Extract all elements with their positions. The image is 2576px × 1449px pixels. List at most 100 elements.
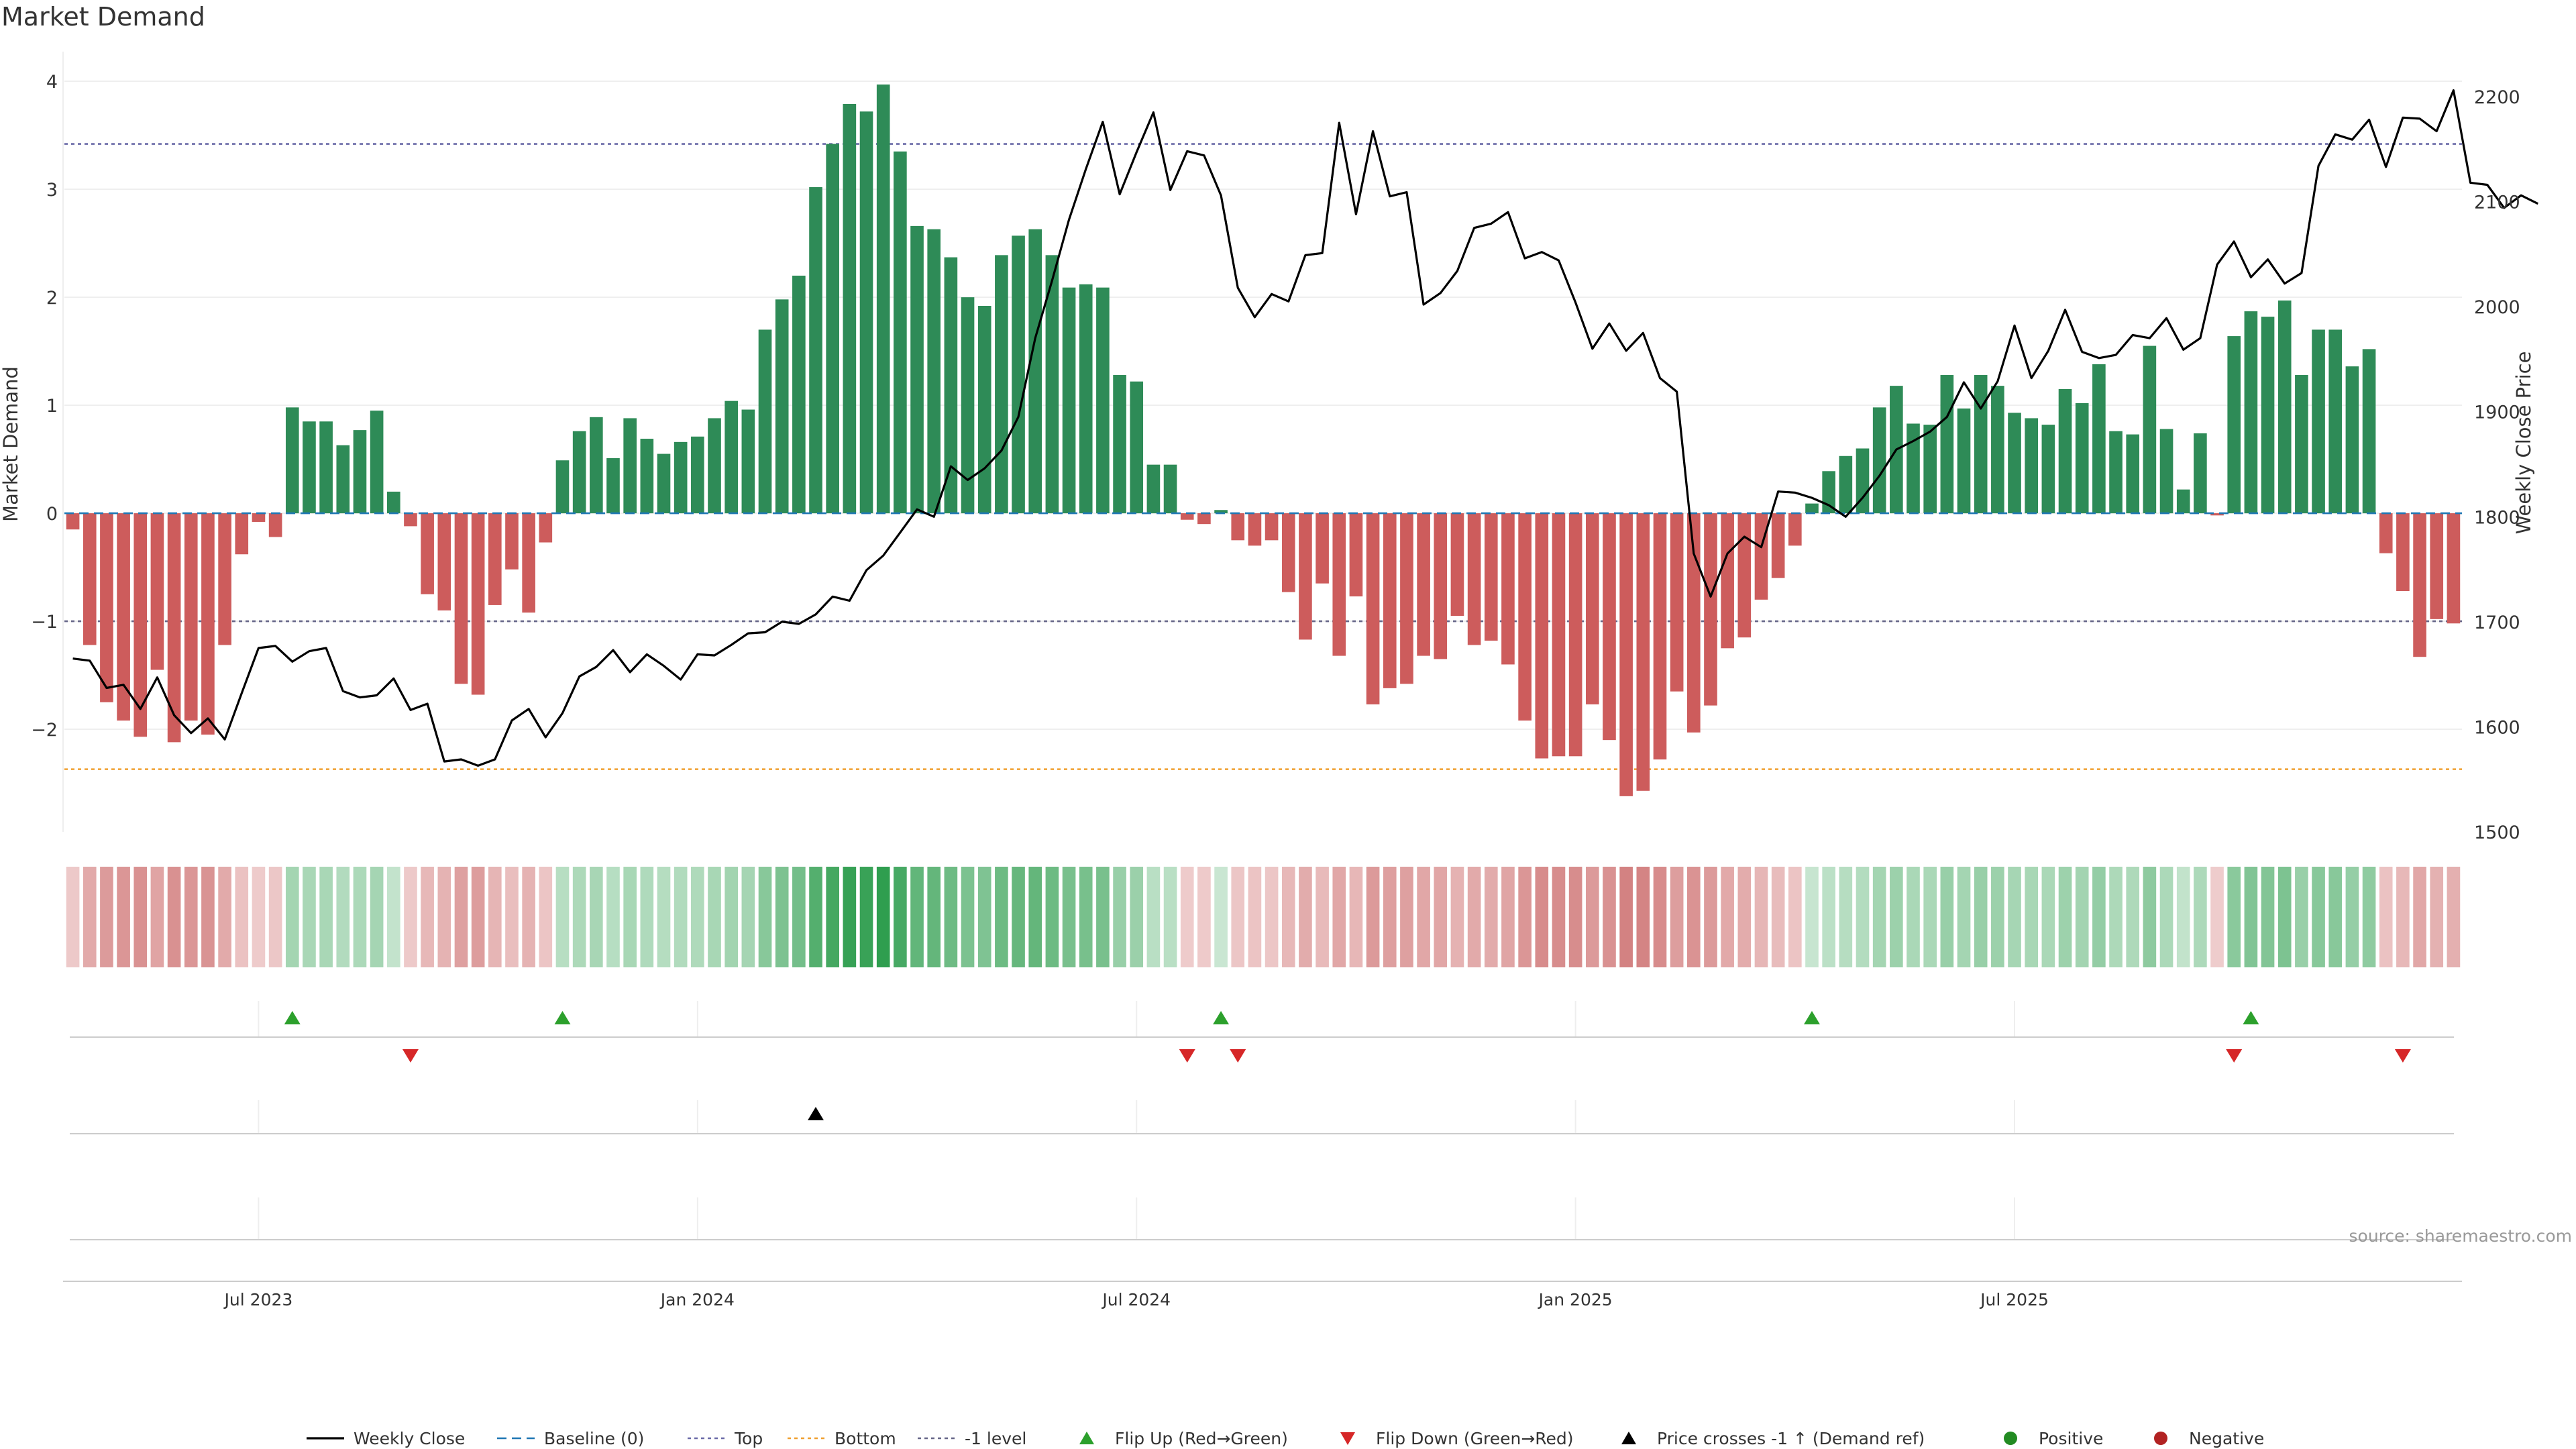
heat-cell [555, 867, 570, 967]
x-tick-label: Jan 2025 [1538, 1290, 1613, 1309]
heat-cell [1535, 867, 1549, 967]
heat-cell [1619, 867, 1633, 967]
flip-down-marker [2394, 1049, 2411, 1063]
demand-bar-positive [2092, 364, 2106, 514]
heat-cell [691, 867, 704, 967]
heat-cell [2227, 867, 2241, 967]
y-tick-label: −2 [31, 720, 58, 741]
demand-bar-negative [117, 513, 130, 721]
demand-bar-negative [2447, 513, 2461, 624]
heat-cell [1079, 867, 1093, 967]
demand-bar-negative [404, 513, 417, 527]
heat-cell [522, 867, 535, 967]
heat-cell [961, 867, 975, 967]
heat-cell [252, 867, 266, 967]
demand-bar-positive [2345, 366, 2359, 514]
heat-cell [2041, 867, 2055, 967]
legend-item-flip-down: Flip Down (Green→Red) [1340, 1429, 1574, 1448]
heat-cell [640, 867, 654, 967]
heat-cell [792, 867, 806, 967]
legend-item-negative: Negative [2154, 1429, 2264, 1448]
y2-tick-label: 1600 [2474, 717, 2520, 738]
demand-bar-negative [1467, 513, 1481, 645]
heat-cell [218, 867, 231, 967]
demand-bar-positive [894, 151, 907, 514]
heat-cell [2345, 867, 2359, 967]
demand-bar-positive [386, 491, 400, 514]
heat-cell [1686, 867, 1701, 967]
heat-cell [2396, 867, 2410, 967]
heat-cell [1096, 867, 1110, 967]
heat-cell [1400, 867, 1413, 967]
heat-cell [201, 867, 215, 967]
heat-cell [1940, 867, 1954, 967]
heat-cell [1805, 867, 1819, 967]
flip-down-marker [1179, 1049, 1195, 1063]
heat-cell [2210, 867, 2224, 967]
legend-item-minus-one: -1 level [918, 1429, 1026, 1448]
demand-bar-negative [1568, 513, 1582, 757]
demand-bar-positive [572, 431, 586, 514]
heat-cell [2295, 867, 2308, 967]
demand-bar-positive [758, 329, 772, 514]
demand-bar-positive [370, 411, 384, 514]
heat-cell [657, 867, 671, 967]
heat-cell [1737, 867, 1752, 967]
heat-cell [285, 867, 299, 967]
heat-cell [83, 867, 97, 967]
demand-bar-negative [1231, 513, 1245, 541]
heat-cell [1856, 867, 1870, 967]
demand-bar-positive [2025, 418, 2038, 514]
demand-bar-negative [1552, 513, 1566, 757]
heat-cell [336, 867, 350, 967]
demand-bar-positive [691, 436, 704, 514]
flip-down-marker [1230, 1049, 1246, 1063]
legend-item-flip-up: Flip Up (Red→Green) [1079, 1429, 1288, 1448]
heat-cell [1146, 867, 1161, 967]
heat-cell [590, 867, 603, 967]
y2-tick-label: 2000 [2474, 297, 2520, 318]
demand-bar-negative [66, 513, 80, 530]
weekly-close-line [72, 89, 2539, 767]
demand-bar-negative [1299, 513, 1312, 640]
heat-cell [1417, 867, 1430, 967]
demand-bar-negative [1737, 513, 1752, 638]
y-tick-label: 0 [46, 504, 58, 525]
demand-bar-negative [1518, 513, 1532, 721]
heat-cell [1332, 867, 1346, 967]
heat-cell [1568, 867, 1582, 967]
demand-bar-negative [1417, 513, 1430, 656]
heat-cell [1366, 867, 1380, 967]
heat-cell [1670, 867, 1684, 967]
demand-bar-positive [555, 460, 570, 514]
heat-cell [2159, 867, 2174, 967]
y2-tick-label: 1900 [2474, 402, 2520, 423]
demand-bar-positive [1839, 455, 1853, 514]
demand-bar-positive [2126, 434, 2140, 514]
heat-cell [1281, 867, 1295, 967]
y2-axis-label: Weekly Close Price [2512, 352, 2535, 535]
flip-up-marker [2243, 1011, 2259, 1024]
heat-cell [1316, 867, 1329, 967]
heat-cell [1062, 867, 1076, 967]
legend-swatch [2154, 1432, 2167, 1445]
event-panels [70, 1001, 2454, 1240]
demand-bar-negative [150, 513, 164, 670]
demand-bar-positive [2362, 349, 2376, 514]
demand-bar-positive [2295, 375, 2308, 514]
y-tick-label: 3 [46, 180, 58, 201]
demand-bar-negative [1316, 513, 1329, 584]
heat-cell [758, 867, 772, 967]
demand-heat-strip [66, 867, 2461, 967]
demand-bar-positive [285, 407, 299, 514]
heat-cell [1788, 867, 1802, 967]
heat-cell [2328, 867, 2343, 967]
heat-cell [1450, 867, 1464, 967]
demand-bar-positive [2075, 402, 2089, 514]
legend-swatch [1340, 1432, 1355, 1445]
demand-bar-positive [1096, 287, 1110, 514]
demand-bar-positive [876, 84, 890, 514]
legend-item-positive: Positive [2004, 1429, 2103, 1448]
heat-cell [1636, 867, 1650, 967]
heat-cell [1045, 867, 1059, 967]
